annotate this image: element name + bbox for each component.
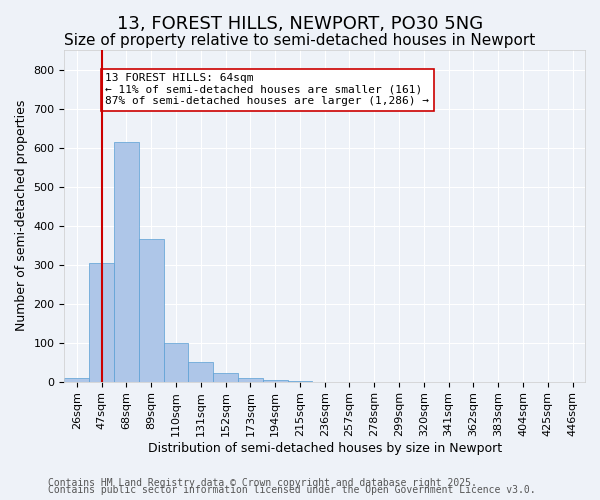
Bar [164,342,188,382]
Bar [114,142,139,382]
Text: 13 FOREST HILLS: 64sqm
← 11% of semi-detached houses are smaller (161)
87% of se: 13 FOREST HILLS: 64sqm ← 11% of semi-det… [106,73,430,106]
Text: Contains HM Land Registry data © Crown copyright and database right 2025.: Contains HM Land Registry data © Crown c… [48,478,477,488]
Bar [213,373,238,382]
X-axis label: Distribution of semi-detached houses by size in Newport: Distribution of semi-detached houses by … [148,442,502,455]
Text: Size of property relative to semi-detached houses in Newport: Size of property relative to semi-detach… [64,32,536,48]
Y-axis label: Number of semi-detached properties: Number of semi-detached properties [15,100,28,332]
Bar [188,362,213,382]
Bar [64,378,89,382]
Bar [89,262,114,382]
Text: Contains public sector information licensed under the Open Government Licence v3: Contains public sector information licen… [48,485,536,495]
Bar [263,380,287,382]
Bar [238,378,263,382]
Bar [139,239,164,382]
Text: 13, FOREST HILLS, NEWPORT, PO30 5NG: 13, FOREST HILLS, NEWPORT, PO30 5NG [117,15,483,33]
